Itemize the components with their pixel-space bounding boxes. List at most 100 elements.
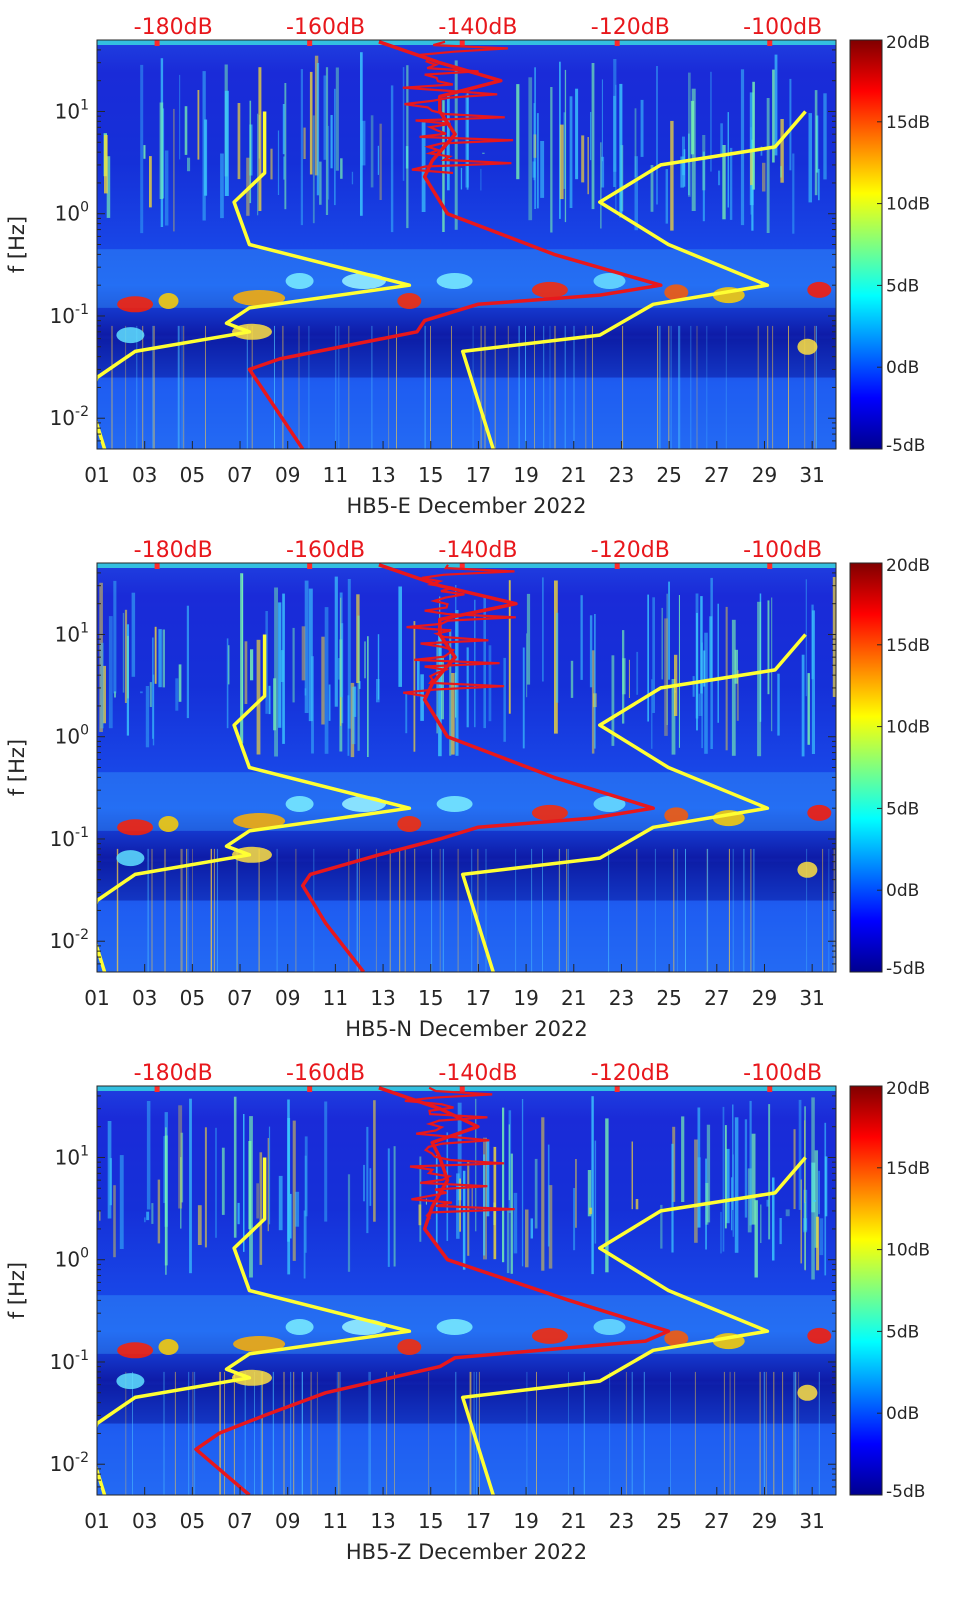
storm-blob (116, 327, 145, 344)
noise-streak (702, 151, 705, 222)
event-marker (459, 563, 465, 569)
noise-streak (731, 1177, 733, 1231)
noise-streak (366, 1126, 369, 1234)
transient-line (696, 325, 698, 449)
noise-streak (766, 98, 770, 233)
noise-streak (284, 83, 287, 210)
noise-streak (749, 92, 754, 206)
x-tick-label: 31 (799, 1509, 824, 1533)
transient-line (258, 848, 260, 972)
x-tick-label: 25 (656, 463, 681, 487)
low-noise-model-curve (97, 634, 412, 972)
event-marker (767, 1086, 773, 1092)
x-tick-label: 31 (799, 986, 824, 1010)
transient-line (261, 1371, 263, 1495)
colorbar-label: 5dB (886, 1322, 919, 1342)
transient-line (559, 848, 561, 972)
noise-streak (334, 576, 338, 707)
psd-axis-label: -180dB (134, 15, 213, 40)
noise-streak (361, 120, 366, 166)
plot-area (97, 40, 836, 449)
transient-line (163, 1371, 165, 1495)
x-tick-label: 03 (132, 1509, 157, 1533)
noise-streak (564, 69, 567, 223)
noise-streak (146, 1101, 151, 1210)
noise-streak (483, 1154, 486, 1256)
transient-line (348, 325, 350, 449)
x-tick-label: 27 (704, 986, 729, 1010)
noise-streak (785, 1209, 790, 1217)
noise-streak (405, 693, 408, 734)
noise-streak (462, 1170, 466, 1270)
transient-line (542, 848, 543, 972)
transient-line (494, 325, 496, 449)
noise-streak (591, 650, 595, 754)
noise-streak (801, 654, 805, 757)
storm-blob (593, 1319, 626, 1335)
noise-streak (695, 593, 699, 719)
storm-blob (397, 1339, 422, 1355)
noise-streak (530, 1218, 533, 1239)
noise-streak (149, 682, 152, 707)
noise-streak (184, 106, 188, 155)
x-tick-label: 19 (513, 986, 538, 1010)
noise-streak (818, 168, 820, 201)
transient-line (734, 1371, 736, 1495)
x-tick-label: 29 (752, 986, 777, 1010)
noise-streak (660, 1204, 663, 1249)
x-tick-label: 17 (466, 986, 491, 1010)
noise-streak (734, 649, 738, 684)
transient-line (732, 848, 734, 972)
noise-streak (316, 63, 320, 196)
noise-streak (228, 645, 230, 685)
storm-blob (531, 1327, 568, 1344)
storm-blob (593, 273, 626, 289)
x-tick-label: 25 (656, 986, 681, 1010)
noise-streak (594, 614, 596, 749)
noise-streak (744, 1119, 748, 1218)
y-tick-label: 10-1 (50, 1348, 89, 1374)
noise-streak (526, 593, 531, 685)
noise-streak (280, 650, 284, 682)
colorbar-label: -5dB (886, 436, 925, 456)
x-tick-label: 07 (227, 1509, 252, 1533)
psd-axis-label: -100dB (743, 538, 822, 563)
psd-axis-label: -160dB (286, 538, 365, 563)
noise-streak (353, 686, 357, 717)
psd-axis-label: -120dB (591, 538, 670, 563)
noise-streak (159, 102, 164, 199)
noise-streak (634, 156, 638, 231)
noise-streak (601, 79, 603, 162)
colorbar-label: 10dB (886, 718, 930, 738)
noise-streak (393, 1146, 396, 1267)
noise-streak (720, 1211, 722, 1254)
noise-streak (668, 581, 670, 680)
noise-streak (767, 600, 770, 695)
noise-streak (814, 1150, 818, 1248)
x-tick-label: 27 (704, 1509, 729, 1533)
noise-streak (131, 592, 136, 677)
noise-streak (670, 120, 674, 231)
noise-streak (555, 612, 559, 703)
transient-line (477, 848, 479, 972)
transient-line (515, 848, 517, 972)
transient-line (622, 325, 624, 449)
noise-streak (187, 157, 191, 172)
noise-streak (547, 1144, 550, 1247)
transient-line (707, 848, 709, 972)
transient-line (451, 325, 452, 449)
transient-line (308, 325, 310, 449)
transient-line (179, 325, 181, 449)
noise-streak (720, 123, 723, 157)
noise-streak (143, 145, 146, 159)
transient-line (431, 848, 433, 972)
transient-line (469, 1371, 471, 1495)
storm-blob (158, 293, 179, 309)
noise-streak (615, 84, 617, 211)
noise-streak (267, 1138, 269, 1232)
noise-streak (780, 166, 782, 178)
noise-streak (259, 1152, 263, 1265)
transient-line (816, 325, 817, 449)
event-marker (307, 563, 313, 569)
transient-line (276, 848, 278, 972)
